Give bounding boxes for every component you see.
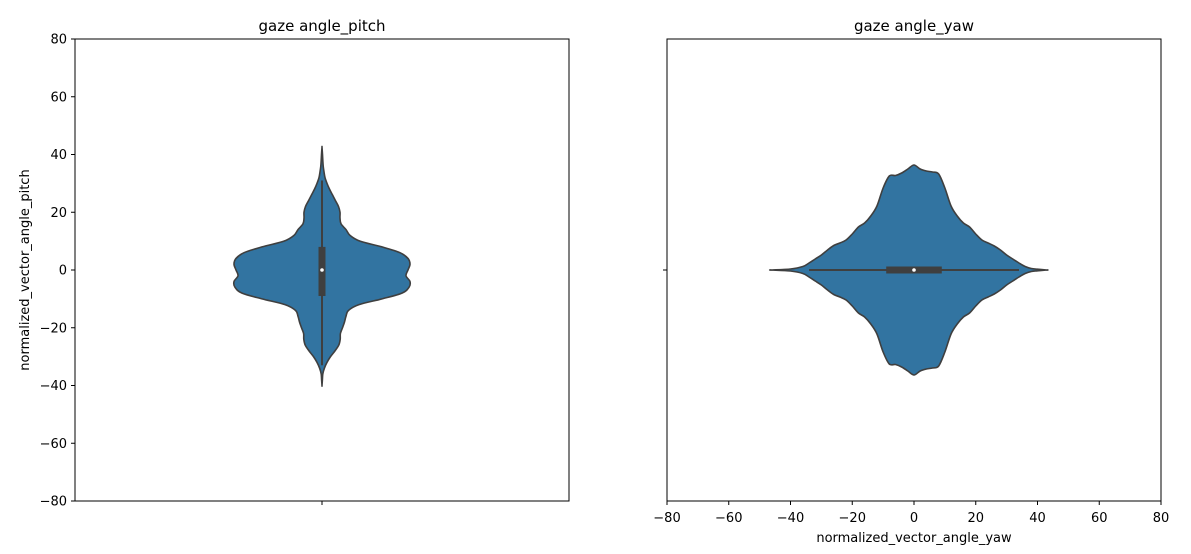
yaw-median-marker [912,268,916,272]
yaw-x-tick-label: −40 [777,511,804,526]
yaw-chart-title: gaze angle_yaw [854,17,974,36]
pitch-y-tick-label: 60 [50,90,67,105]
pitch-chart-title: gaze angle_pitch [258,17,385,36]
yaw-x-tick-label: −60 [715,511,742,526]
pitch-violin-panel: gaze angle_pitch 80 60 40 20 0 −20 −40 −60 −80 n… [18,17,570,510]
yaw-x-axis: −80 −60 −40 −20 0 20 40 60 80 [653,501,1169,526]
yaw-violin-panel: gaze angle_yaw −80 −60 −40 −20 0 20 40 60 80 nor… [653,17,1169,546]
pitch-y-axis-title: normalized_vector_angle_pitch [18,169,33,370]
pitch-y-tick-label: 0 [59,264,67,279]
pitch-y-tick-label: 80 [50,33,67,48]
yaw-x-tick-label: −80 [653,511,680,526]
pitch-y-tick-label: −40 [40,379,67,394]
pitch-y-axis: 80 60 40 20 0 −20 −40 −60 −80 [40,33,75,510]
pitch-y-tick-label: 40 [50,148,67,163]
yaw-x-axis-title: normalized_vector_angle_yaw [816,531,1012,546]
yaw-x-tick-label: −20 [839,511,866,526]
pitch-y-tick-label: −80 [40,495,67,510]
yaw-x-tick-label: 40 [1029,511,1046,526]
pitch-y-tick-label: −20 [40,321,67,336]
pitch-violin [232,145,412,388]
pitch-y-tick-label: −60 [40,437,67,452]
yaw-x-tick-label: 80 [1153,511,1170,526]
yaw-x-tick-label: 60 [1091,511,1108,526]
pitch-median-marker [320,268,324,272]
yaw-x-tick-label: 20 [967,511,984,526]
yaw-violin [768,164,1049,376]
yaw-x-tick-label: 0 [910,511,918,526]
pitch-y-tick-label: 20 [50,206,67,221]
